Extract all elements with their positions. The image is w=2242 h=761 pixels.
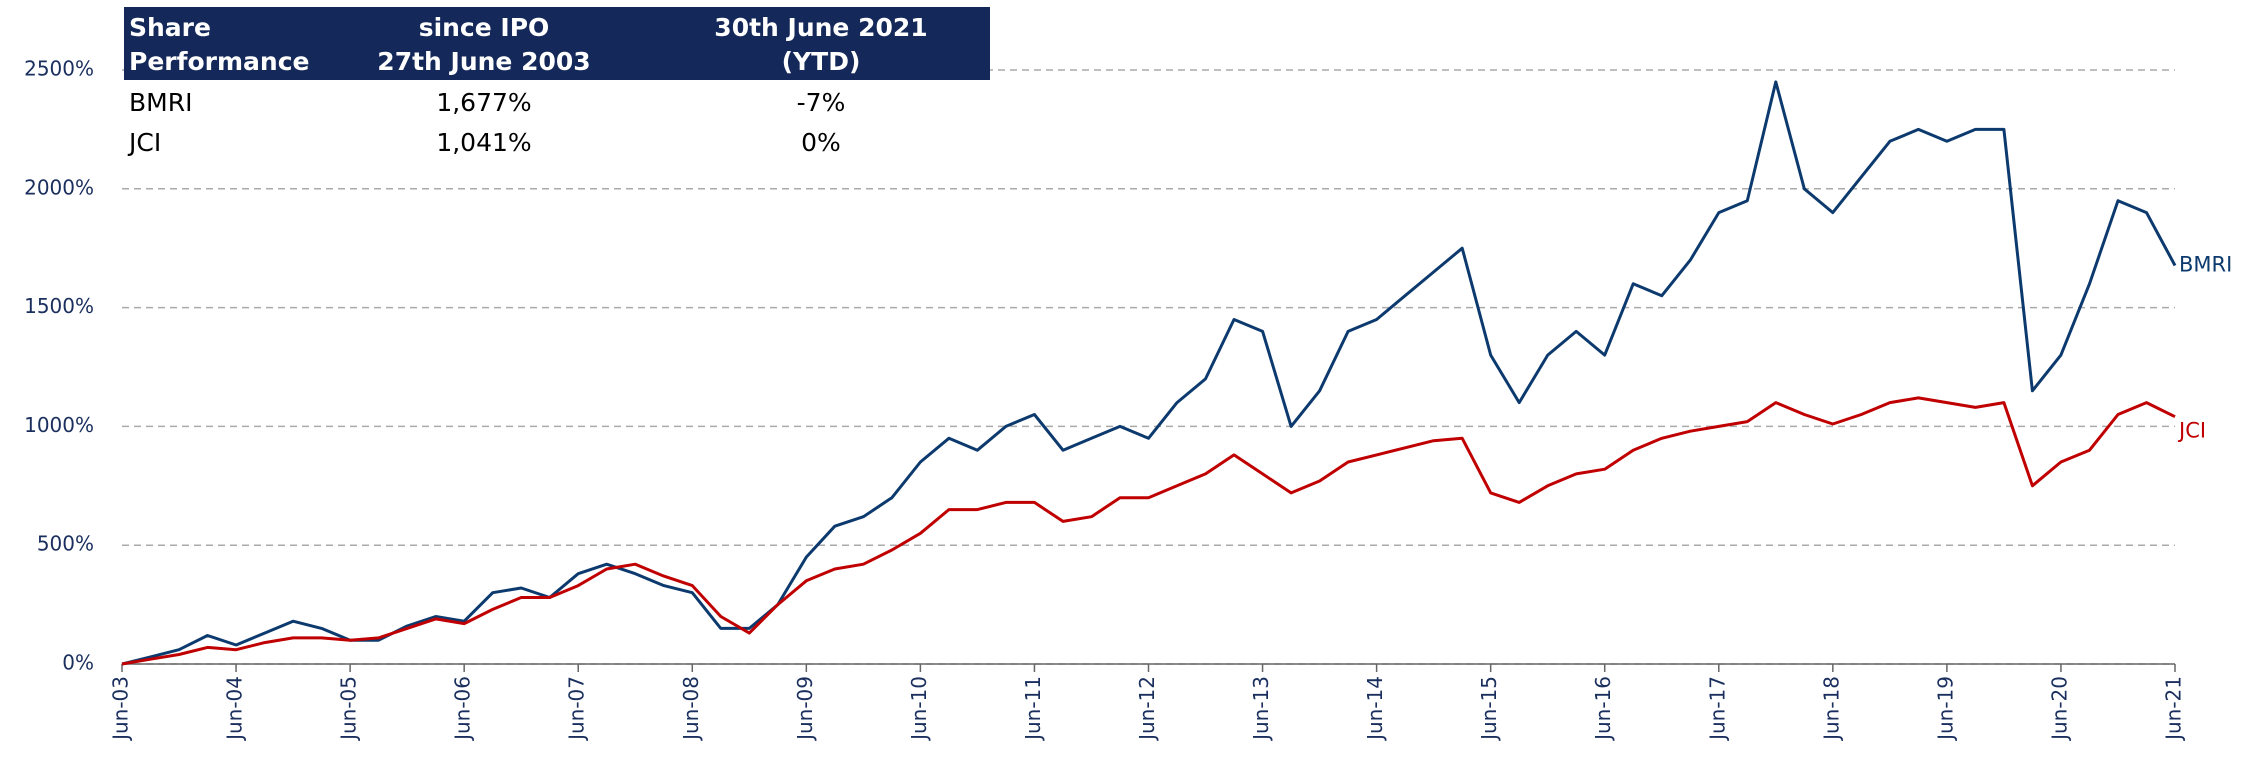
x-tick-label: Jun-03	[109, 676, 133, 742]
table-cell: BMRI	[129, 88, 192, 117]
x-tick-label: Jun-08	[679, 676, 703, 742]
x-tick-label: Jun-20	[2047, 676, 2071, 742]
table-cell: 1,041%	[436, 128, 531, 157]
x-tick-label: Jun-04	[223, 676, 247, 742]
table-header-text: Performance	[129, 47, 309, 76]
x-tick-label: Jun-17	[1705, 676, 1729, 742]
x-tick-label: Jun-16	[1591, 676, 1615, 742]
table-header-text: Share	[129, 13, 211, 42]
series-line	[121, 396, 2176, 666]
series-label: BMRI	[2179, 253, 2232, 277]
table-cell: 0%	[801, 128, 841, 157]
plot: 0% 500% 1000% 1500% 2000% 2500% Jun-03 Jun-04 Ju…	[24, 57, 2232, 742]
x-tick-label: Jun-14	[1363, 676, 1387, 742]
x-tick-label: Jun-15	[1477, 676, 1501, 742]
x-tick-label: Jun-06	[451, 676, 475, 742]
table-header-text: (YTD)	[782, 47, 861, 76]
series-label: JCI	[2177, 419, 2206, 443]
x-tick-label: Jun-12	[1135, 676, 1159, 742]
series-line	[121, 80, 2177, 666]
y-tick-label: 2500%	[24, 57, 94, 81]
table-body	[124, 80, 990, 162]
performance-table: Share Performance since IPO 27th June 2003 3…	[124, 7, 990, 162]
x-tick-label: Jun-09	[793, 676, 817, 742]
y-tick-label: 500%	[37, 532, 94, 556]
table-header-text: 27th June 2003	[377, 47, 590, 76]
y-tick-label: 1500%	[24, 294, 94, 318]
x-tick-label: Jun-18	[1819, 676, 1843, 742]
table-header-text: 30th June 2021	[714, 13, 927, 42]
x-tick-label: Jun-11	[1021, 676, 1045, 742]
table-header-text: since IPO	[419, 13, 550, 42]
y-tick-label: 2000%	[24, 175, 94, 199]
table-cell: JCI	[127, 128, 161, 157]
x-tick-label: Jun-05	[337, 676, 361, 742]
x-tick-label: Jun-19	[1933, 676, 1957, 742]
y-tick-label: 1000%	[24, 413, 94, 437]
x-tick-label: Jun-10	[907, 676, 931, 742]
x-tick-label: Jun-13	[1249, 676, 1273, 742]
x-tick-label: Jun-21	[2162, 676, 2186, 742]
table-header	[124, 7, 990, 80]
table-cell: 1,677%	[436, 88, 531, 117]
table-cell: -7%	[797, 88, 846, 117]
x-tick-label: Jun-07	[565, 676, 589, 742]
y-tick-label: 0%	[62, 651, 94, 675]
